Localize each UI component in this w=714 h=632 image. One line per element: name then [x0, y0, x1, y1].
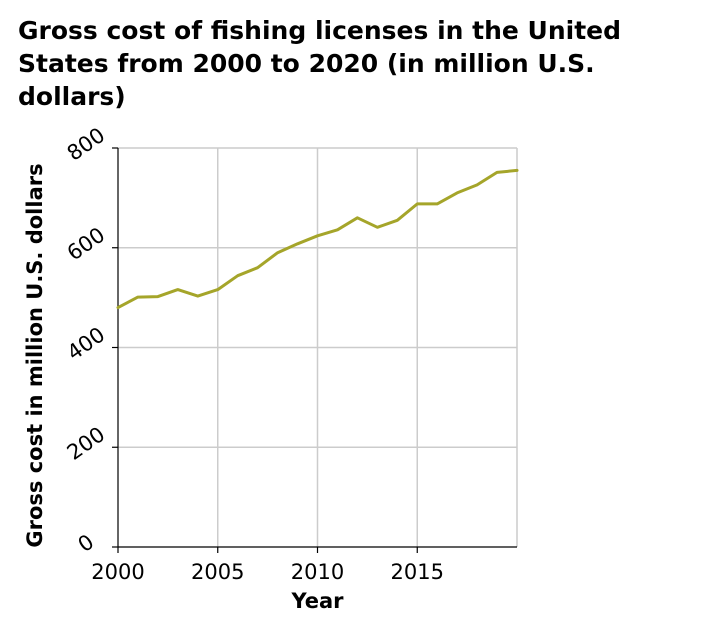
grid — [118, 147, 518, 547]
y-tick-label: 0 — [74, 530, 99, 557]
y-tick-label: 600 — [63, 223, 110, 266]
y-tick-label: 800 — [63, 123, 110, 166]
x-tick-label: 2015 — [391, 560, 444, 584]
x-axis-title: Year — [290, 589, 344, 613]
x-tick-label: 2010 — [291, 560, 344, 584]
tick-labels: 0 200 400 600 800 2000 2005 2010 2015 — [63, 123, 444, 584]
y-tick-label: 400 — [63, 322, 110, 365]
series-line — [116, 168, 519, 310]
x-tick-label: 2005 — [191, 560, 244, 584]
x-tick-label: 2000 — [91, 560, 144, 584]
axes — [112, 147, 517, 553]
series-layer — [116, 168, 519, 310]
y-tick-label: 200 — [63, 422, 110, 465]
chart-title: Gross cost of fishing licenses in the Un… — [18, 16, 622, 111]
y-axis-title: Gross cost in million U.S. dollars — [23, 163, 47, 547]
